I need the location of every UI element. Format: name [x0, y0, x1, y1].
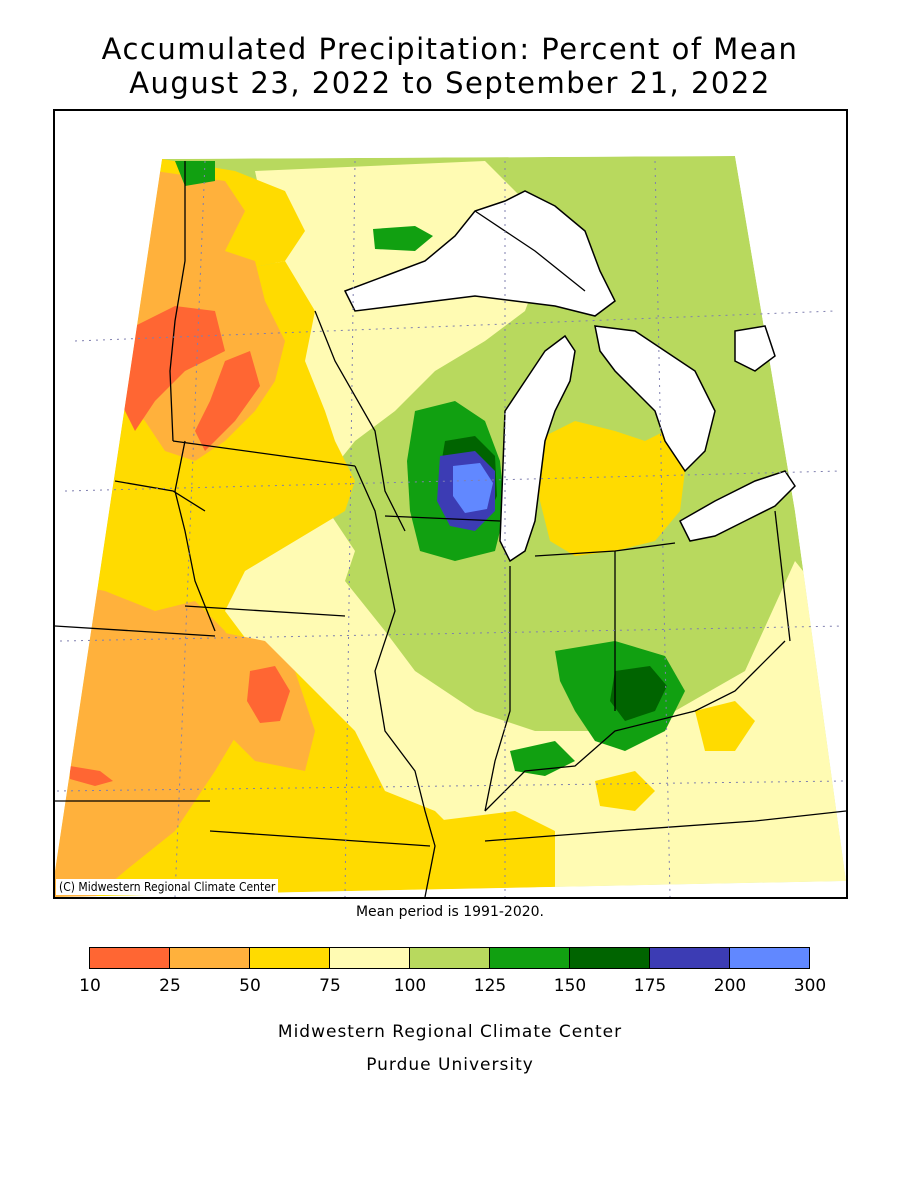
border-oh-pa: [774, 510, 791, 642]
lake-erie: [679, 470, 796, 542]
legend-tick-label: 10: [79, 976, 101, 996]
legend-swatch: [730, 948, 809, 968]
legend-swatch: [570, 948, 650, 968]
border-mi-up: [474, 210, 586, 292]
legend-swatch: [90, 948, 170, 968]
great-lakes: [343, 190, 796, 563]
legend-tick-label: 50: [239, 976, 261, 996]
footer-university: Purdue University: [366, 1055, 534, 1075]
legend-tick-label: 100: [393, 976, 427, 996]
field-50-75-kentucky: [595, 771, 655, 811]
border-mo-ar: [209, 830, 431, 847]
legend-swatch: [490, 948, 570, 968]
legend-swatch: [410, 948, 490, 968]
field-25-50-southwest: [55, 581, 245, 897]
map-title: Accumulated Precipitation: Percent of Me…: [101, 32, 799, 66]
color-legend: [89, 947, 810, 969]
legend-tick-label: 300: [793, 976, 827, 996]
lake-superior: [343, 190, 616, 317]
field-75-100: [175, 161, 846, 897]
field-10-25-north-a: [120, 306, 225, 431]
border-mn-ia: [172, 440, 356, 467]
border-ia-mo: [184, 605, 346, 617]
legend-tick-label: 25: [159, 976, 181, 996]
lake-ontario: [734, 325, 776, 372]
legend-swatch: [650, 948, 730, 968]
border-mi-oh: [534, 542, 676, 557]
border-ky-tn: [484, 810, 846, 842]
border-mn-wi: [314, 310, 406, 532]
legend-tick-label: 150: [553, 976, 587, 996]
field-50-75-south: [405, 811, 555, 897]
border-il-in: [484, 566, 511, 812]
border-ne-ks: [55, 625, 216, 637]
legend-tick-label: 125: [473, 976, 507, 996]
mean-period-note: Mean period is 1991-2020.: [355, 904, 545, 920]
outside-domain-mask: [55, 111, 846, 897]
field-50-75-ohio: [695, 701, 755, 751]
field-50-75-michigan: [535, 421, 685, 556]
lake-michigan: [499, 334, 576, 563]
precipitation-map: [53, 109, 848, 899]
state-borders: [55, 161, 846, 897]
border-sd-ne: [114, 480, 206, 512]
field-150-175-indiana: [610, 666, 667, 721]
border-wi-il: [384, 515, 501, 522]
legend-tick-label: 175: [633, 976, 667, 996]
field-125-150-superior: [373, 226, 433, 251]
legend-swatch: [170, 948, 250, 968]
map-credit: (C) Midwestern Regional Climate Center: [56, 879, 279, 895]
legend-swatch: [330, 948, 410, 968]
border-mississippi: [354, 465, 436, 897]
border-ohio-river: [484, 640, 786, 812]
graticule: [56, 160, 846, 897]
footer-org: Midwestern Regional Climate Center: [277, 1022, 623, 1042]
map-canvas: [55, 111, 846, 897]
border-missouri-river: [174, 440, 216, 632]
legend-tick-label: 75: [319, 976, 341, 996]
legend-tick-label: 200: [713, 976, 747, 996]
field-10-25-north-b: [195, 351, 260, 451]
field-10-25-south: [70, 766, 113, 786]
lake-huron: [594, 325, 716, 473]
field-10-25-center: [247, 666, 290, 723]
map-date-range: August 23, 2022 to September 21, 2022: [129, 66, 771, 100]
field-200-300: [453, 463, 493, 513]
legend-swatch: [250, 948, 330, 968]
border-mn-nd: [169, 161, 186, 442]
